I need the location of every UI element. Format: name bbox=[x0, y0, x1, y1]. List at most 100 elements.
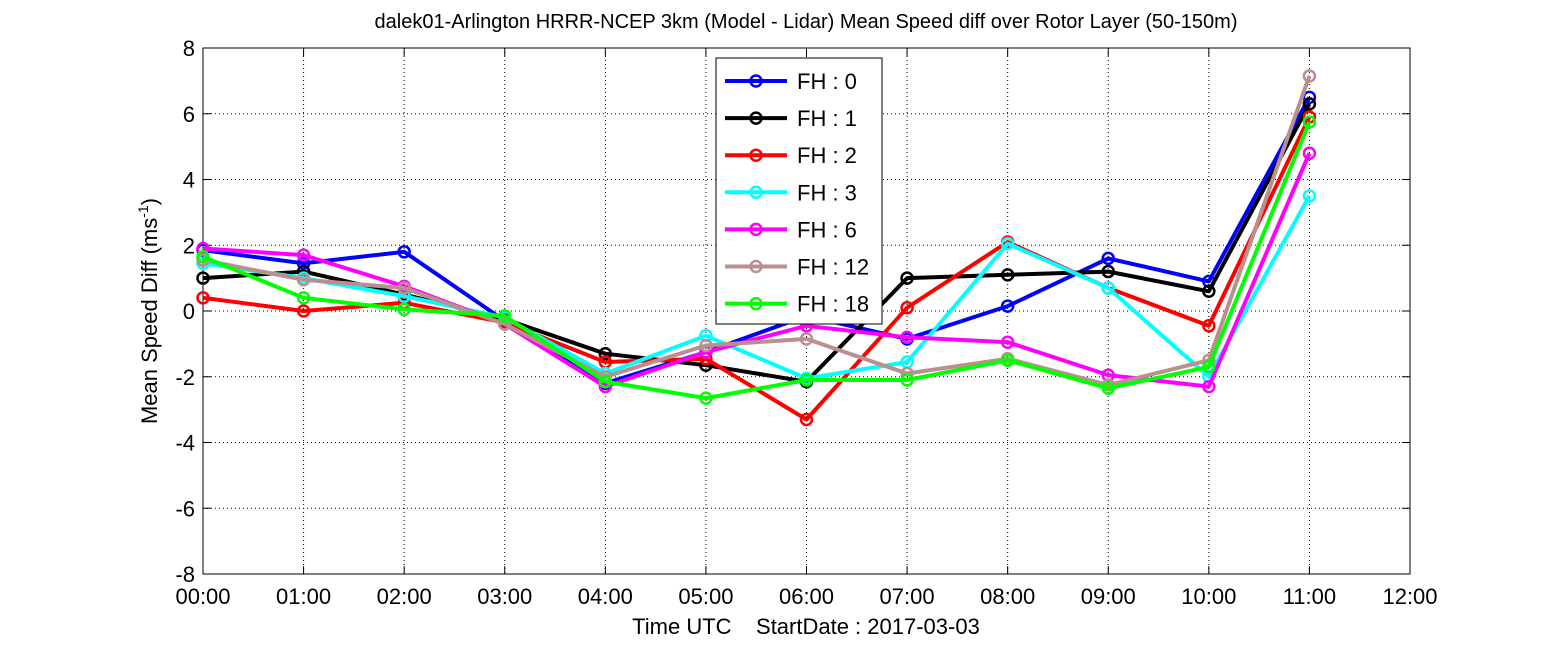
legend-swatch-marker bbox=[749, 148, 763, 162]
data-point bbox=[1302, 69, 1317, 83]
series-6 bbox=[196, 115, 1317, 405]
y-axis-label: Mean Speed Diff (ms-1) bbox=[135, 198, 162, 424]
legend-label: FH : 1 bbox=[797, 106, 857, 131]
series-line bbox=[202, 121, 1312, 401]
y-tick-label: 2 bbox=[183, 233, 195, 258]
data-point bbox=[900, 300, 914, 315]
x-tick-label: 04:00 bbox=[578, 584, 633, 609]
data-point bbox=[498, 317, 512, 331]
data-point bbox=[900, 330, 914, 345]
data-point bbox=[598, 346, 613, 361]
y-axis: -8 -6 -4 -2 0 2 4 6 8 bbox=[175, 36, 1410, 587]
x-tick-label: 09:00 bbox=[1081, 584, 1136, 609]
data-point bbox=[196, 250, 210, 264]
data-point bbox=[296, 291, 311, 305]
series-line bbox=[202, 96, 1312, 386]
legend-item: FH : 1 bbox=[725, 106, 857, 131]
legend-label: FH : 12 bbox=[797, 255, 869, 280]
series-line bbox=[202, 102, 1312, 384]
data-point bbox=[1302, 189, 1317, 203]
legend-label: FH : 0 bbox=[797, 69, 857, 94]
legend-label: FH : 3 bbox=[797, 180, 857, 205]
y-axis-label-main: Mean Speed Diff (ms bbox=[137, 218, 162, 424]
data-point bbox=[296, 273, 311, 287]
data-point bbox=[1000, 335, 1015, 349]
legend-label: FH : 6 bbox=[797, 217, 857, 242]
y-axis-label-superscript: -1 bbox=[135, 205, 151, 218]
data-point bbox=[296, 256, 311, 271]
legend-item: FH : 3 bbox=[725, 180, 857, 205]
data-point bbox=[397, 302, 411, 317]
series-line bbox=[202, 194, 1312, 381]
data-point bbox=[296, 248, 311, 262]
data-point bbox=[699, 338, 713, 353]
legend-swatch-marker bbox=[749, 296, 763, 311]
legend-item: FH : 18 bbox=[725, 292, 869, 317]
chart-title: dalek01-Arlington HRRR-NCEP 3km (Model -… bbox=[375, 11, 1238, 33]
x-tick-label: 02:00 bbox=[377, 584, 432, 609]
x-tick-label: 01:00 bbox=[276, 584, 331, 609]
data-point bbox=[699, 391, 713, 405]
x-tick-label: 08:00 bbox=[980, 584, 1035, 609]
legend-swatch-marker bbox=[749, 185, 763, 200]
data-point bbox=[1302, 97, 1317, 111]
data-point bbox=[1302, 146, 1317, 160]
data-point bbox=[296, 304, 311, 318]
data-point bbox=[196, 271, 210, 285]
data-point bbox=[1202, 360, 1216, 374]
series-line bbox=[202, 75, 1312, 387]
data-point bbox=[397, 245, 411, 259]
series-group bbox=[196, 69, 1317, 427]
legend-item: FH : 12 bbox=[725, 255, 869, 280]
y-tick-label: -8 bbox=[175, 562, 195, 587]
data-point bbox=[1302, 115, 1317, 129]
data-point bbox=[1000, 268, 1015, 282]
data-point bbox=[1101, 264, 1115, 279]
x-tick-label: 03:00 bbox=[477, 584, 532, 609]
y-tick-label: -6 bbox=[175, 496, 195, 521]
y-tick-label: 6 bbox=[183, 102, 195, 127]
legend-swatch-marker bbox=[749, 111, 763, 125]
data-point bbox=[498, 309, 512, 323]
x-tick-label: 00:00 bbox=[175, 584, 230, 609]
legend-item: FH : 0 bbox=[725, 69, 857, 94]
legend-swatch-marker bbox=[749, 222, 763, 237]
data-point bbox=[1101, 251, 1115, 266]
data-point bbox=[397, 281, 411, 295]
legend-swatch-marker bbox=[749, 259, 763, 274]
data-point bbox=[900, 373, 914, 387]
data-point bbox=[900, 271, 914, 285]
y-tick-label: 8 bbox=[183, 36, 195, 61]
x-tick-label: 05:00 bbox=[678, 584, 733, 609]
y-tick-label: -4 bbox=[175, 431, 195, 456]
x-axis: 00:00 01:00 02:00 03:00 04:00 05:00 06:00 07:00… bbox=[175, 48, 1438, 609]
x-tick-label: 07:00 bbox=[880, 584, 935, 609]
legend-swatch-marker bbox=[749, 74, 763, 88]
data-point bbox=[1000, 299, 1015, 313]
legend-label: FH : 2 bbox=[797, 143, 857, 168]
x-tick-label: 11:00 bbox=[1283, 584, 1336, 609]
legend-item: FH : 6 bbox=[725, 217, 857, 242]
y-axis-label-end: ) bbox=[137, 198, 162, 205]
data-point bbox=[799, 412, 814, 427]
data-point bbox=[799, 332, 814, 346]
x-tick-label: 10:00 bbox=[1181, 584, 1236, 609]
data-point bbox=[1202, 284, 1216, 299]
y-tick-label: 4 bbox=[183, 168, 195, 193]
data-point bbox=[1202, 319, 1216, 333]
data-point bbox=[1000, 353, 1015, 368]
legend-label: FH : 18 bbox=[797, 292, 869, 317]
x-tick-label: 12:00 bbox=[1382, 584, 1437, 609]
y-tick-label: 0 bbox=[183, 299, 195, 324]
legend: FH : 0 FH : 1 FH : 2 FH : 3 FH : 6 FH : 12 FH … bbox=[715, 57, 883, 325]
y-tick-label: -2 bbox=[175, 365, 195, 390]
data-point bbox=[196, 291, 210, 305]
x-tick-label: 06:00 bbox=[779, 584, 834, 609]
data-point bbox=[1202, 379, 1216, 394]
data-point bbox=[1101, 381, 1115, 396]
data-point bbox=[1000, 236, 1015, 251]
legend-item: FH : 2 bbox=[725, 143, 857, 168]
data-point bbox=[799, 373, 814, 387]
data-point bbox=[1101, 281, 1115, 295]
